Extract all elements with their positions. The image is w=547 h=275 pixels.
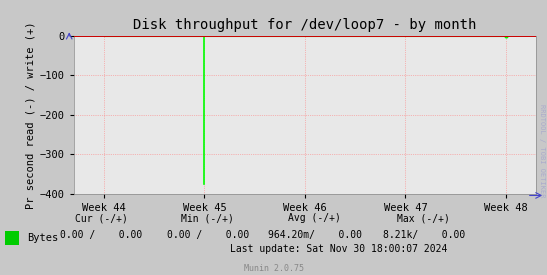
Text: RRDTOOL / TOBI OETIKER: RRDTOOL / TOBI OETIKER [539,104,545,198]
Text: Avg (-/+): Avg (-/+) [288,213,341,223]
Text: Max (-/+): Max (-/+) [398,213,450,223]
Text: Min (-/+): Min (-/+) [182,213,234,223]
Y-axis label: Pr second read (-) / write (+): Pr second read (-) / write (+) [26,21,36,208]
Title: Disk throughput for /dev/loop7 - by month: Disk throughput for /dev/loop7 - by mont… [133,18,476,32]
Text: Last update: Sat Nov 30 18:00:07 2024: Last update: Sat Nov 30 18:00:07 2024 [230,244,448,254]
Text: 8.21k/    0.00: 8.21k/ 0.00 [383,230,465,240]
Text: Bytes: Bytes [27,233,59,243]
Text: 964.20m/    0.00: 964.20m/ 0.00 [267,230,362,240]
Text: Cur (-/+): Cur (-/+) [75,213,127,223]
Text: 0.00 /    0.00: 0.00 / 0.00 [60,230,142,240]
Text: Munin 2.0.75: Munin 2.0.75 [243,264,304,273]
Text: 0.00 /    0.00: 0.00 / 0.00 [167,230,249,240]
